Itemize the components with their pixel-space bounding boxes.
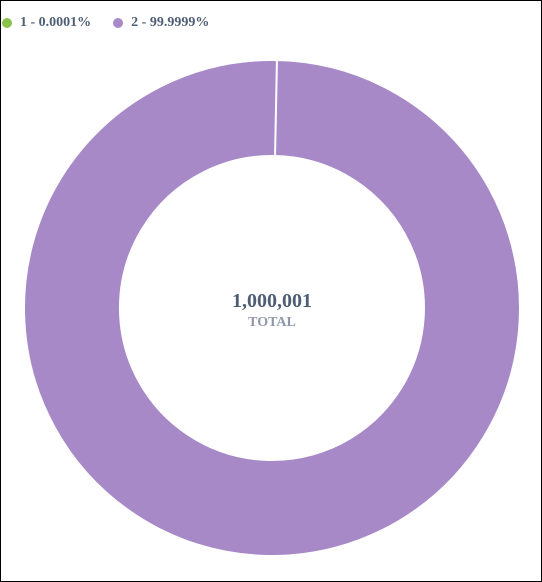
legend-item-1[interactable]: 1 - 0.0001%: [1, 15, 91, 31]
total-value: 1,000,001: [232, 290, 312, 312]
legend-label-1: 1 - 0.0001%: [20, 15, 92, 30]
legend-label-2: 2 - 99.9999%: [131, 15, 210, 30]
legend-swatch-1: [2, 18, 12, 28]
donut-slice-2[interactable]: [22, 59, 521, 557]
chart-legend: 1 - 0.0001% 2 - 99.9999%: [1, 14, 230, 32]
donut-slices: [22, 58, 521, 557]
total-label: TOTAL: [248, 315, 296, 330]
legend-swatch-2: [113, 18, 124, 28]
legend-item-2[interactable]: 2 - 99.9999%: [112, 15, 209, 31]
